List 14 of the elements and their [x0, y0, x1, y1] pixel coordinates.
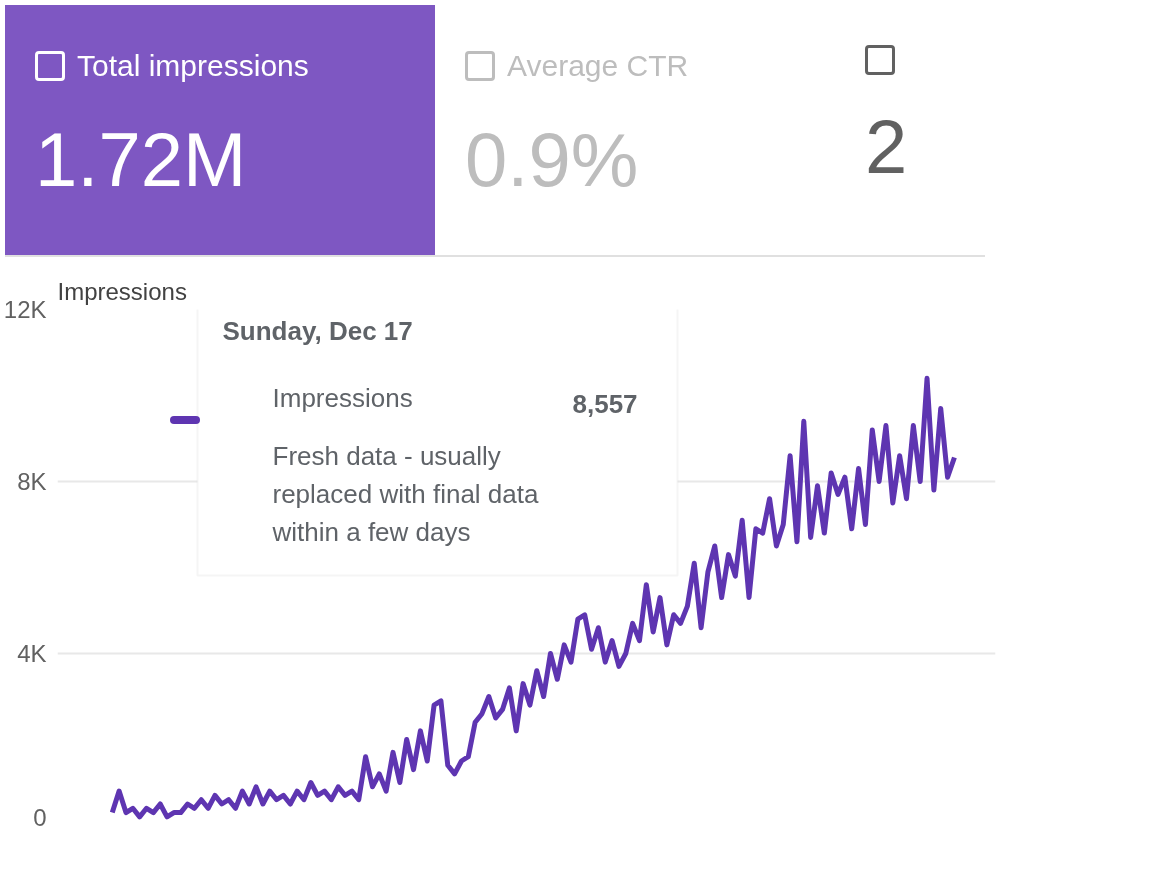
y-tick-label: 0	[33, 803, 47, 831]
text: 2	[865, 103, 909, 191]
y-tick-label: 4K	[17, 640, 47, 667]
text: 0.9%	[465, 115, 640, 204]
y-axis-title: Impressions	[272, 382, 413, 413]
y-tick-label: 12K	[3, 296, 47, 323]
text: Average CTR	[506, 48, 690, 84]
annotation: Sunday, Dec 17	[222, 315, 413, 346]
text: 1.72M	[35, 115, 248, 204]
text: Total impressions	[76, 48, 310, 84]
y-tick-label: 8K	[17, 468, 47, 495]
annotation: 8,557	[572, 388, 638, 419]
annotation: Fresh data - usually replaced with final data within a few days	[271, 440, 539, 547]
text: Impressions	[57, 277, 187, 305]
